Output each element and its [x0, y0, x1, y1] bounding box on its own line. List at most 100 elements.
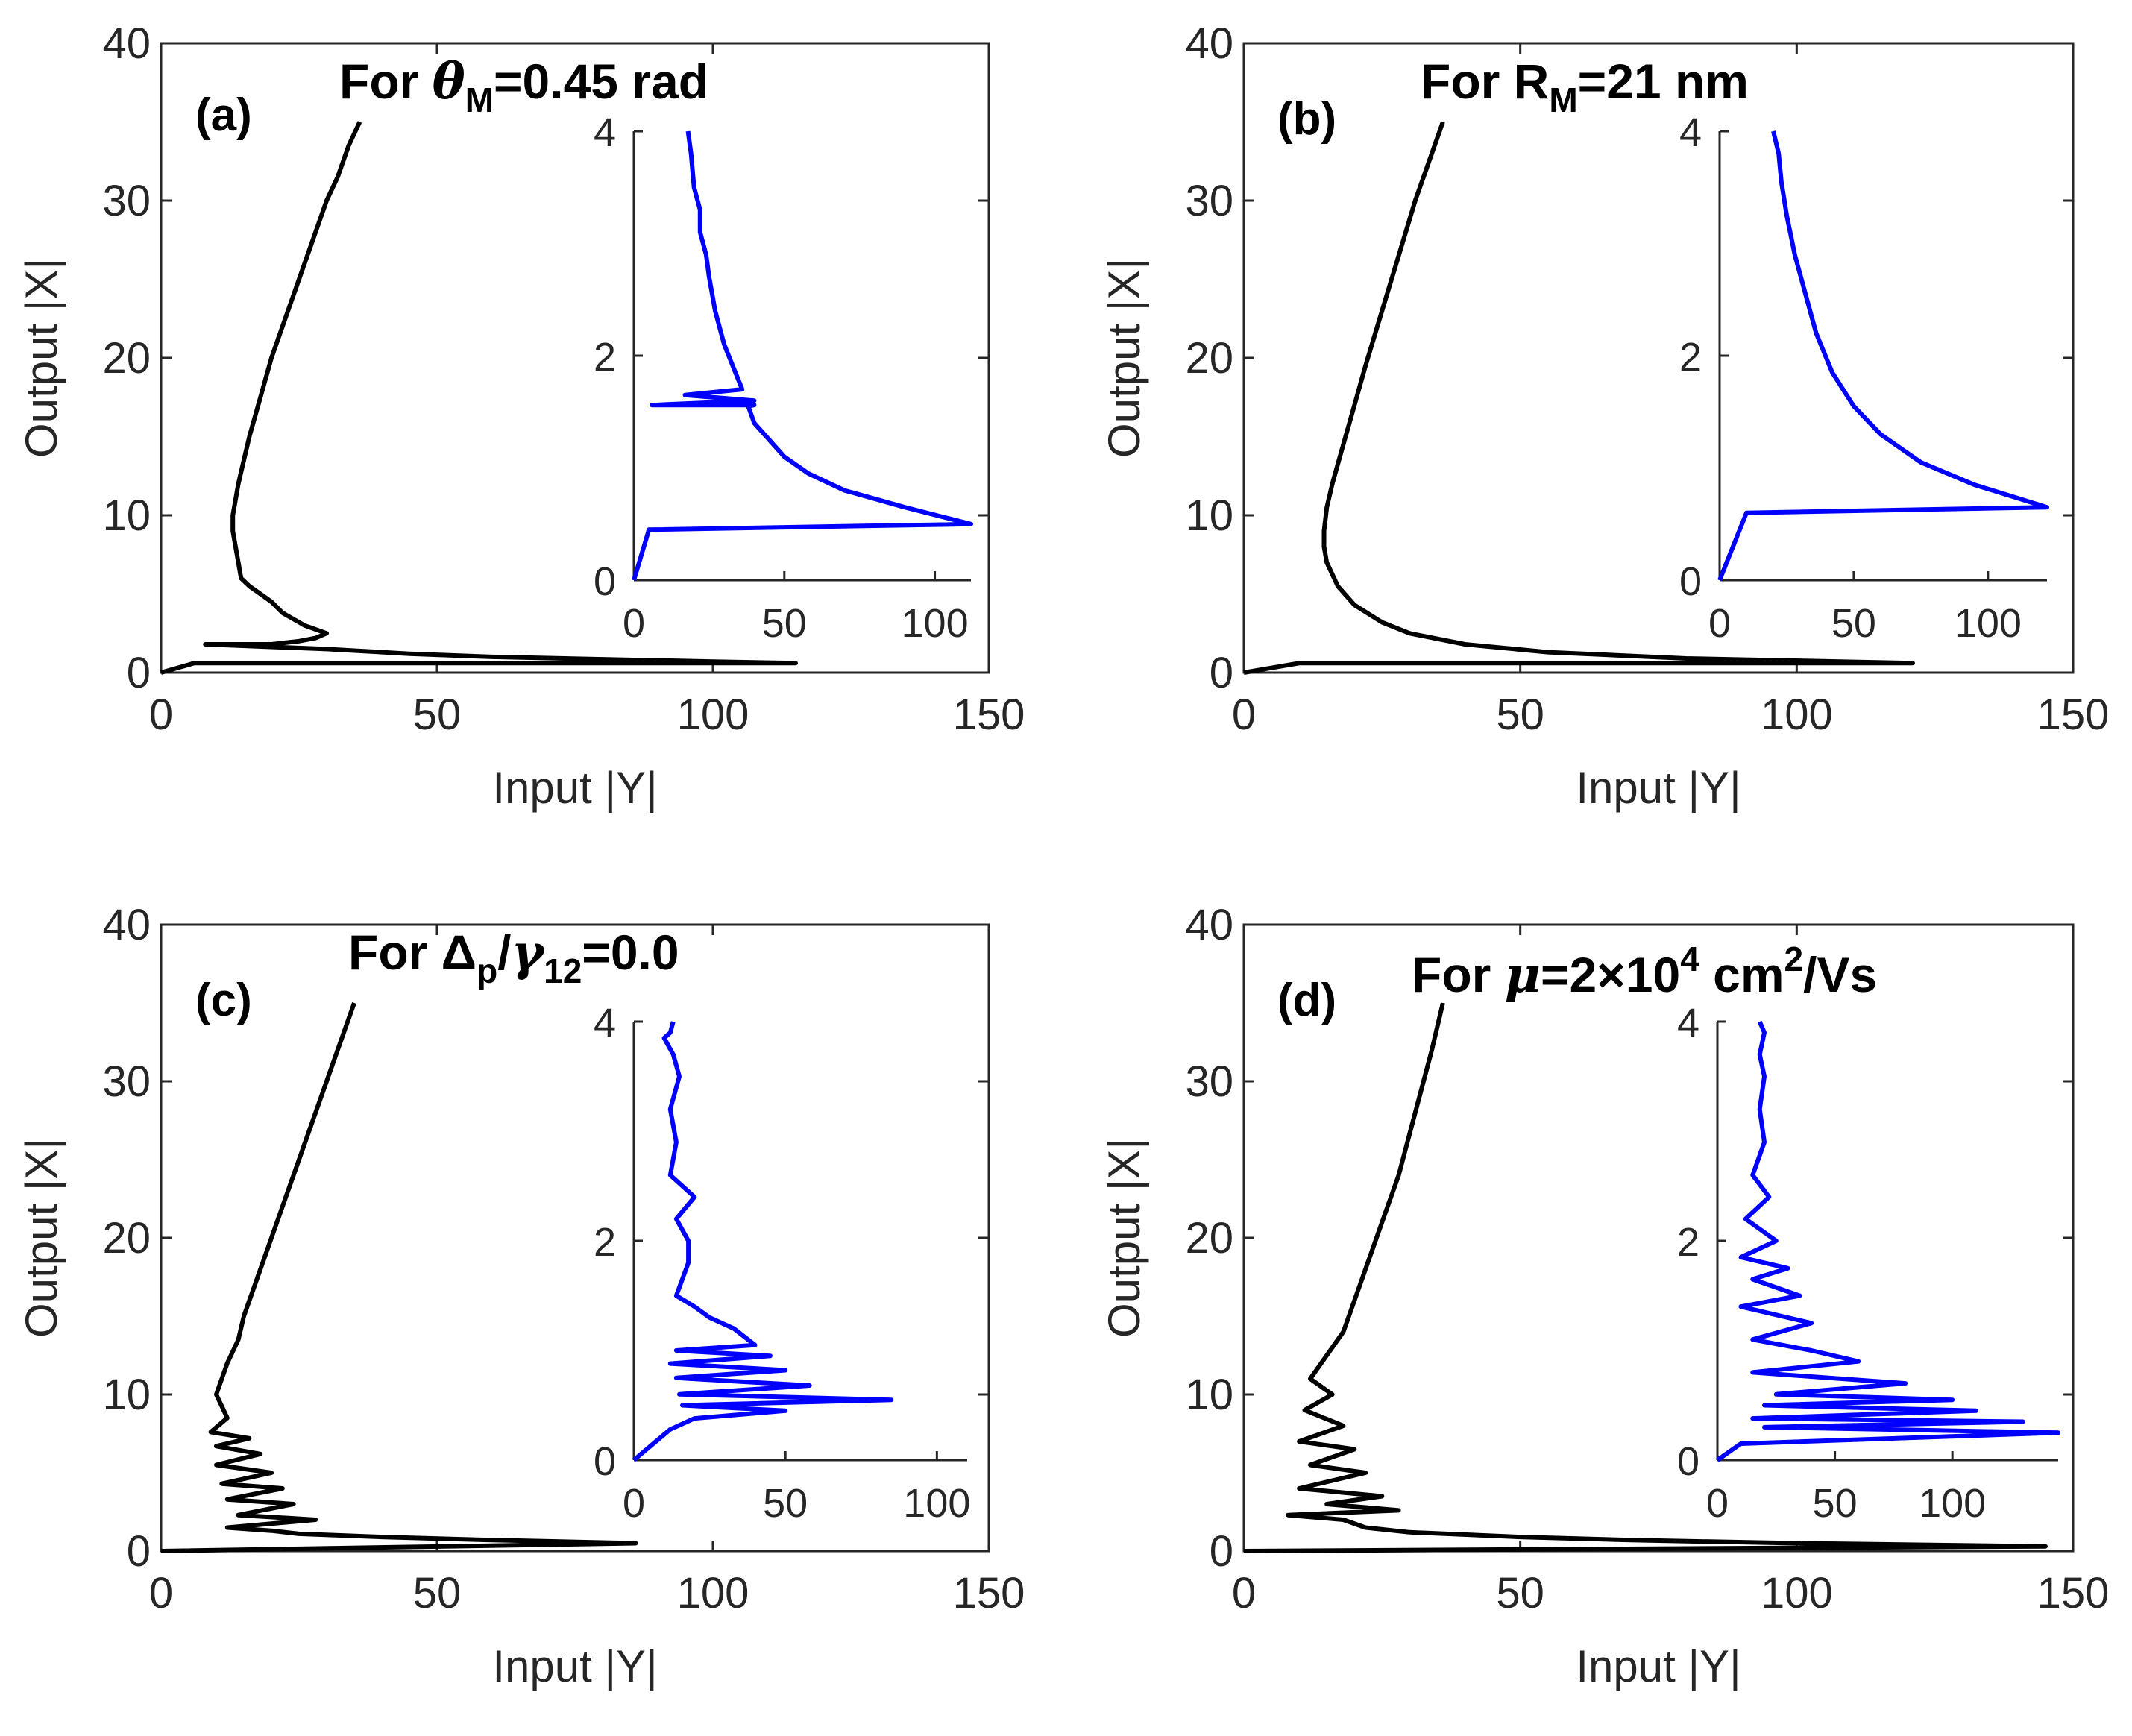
x-tick-label: 50: [1496, 1569, 1544, 1617]
inset-x-tick-label: 50: [762, 601, 807, 646]
y-axis-label: Output |X|: [16, 258, 66, 458]
inset-x-tick-label: 0: [623, 1481, 645, 1526]
inset-plot: 0 50 100 0 2 4: [1677, 1001, 2060, 1526]
inset-series-line: [632, 1021, 894, 1462]
title-part: 2: [1784, 940, 1804, 978]
inset-series-line: [632, 130, 973, 581]
y-tick-label: 0: [1210, 1527, 1233, 1576]
y-tick-label: 40: [1185, 901, 1233, 949]
y-tick-label: 0: [1210, 649, 1233, 697]
y-tick-label: 30: [1185, 177, 1233, 225]
inset-y-tick-label: 4: [1679, 110, 1702, 155]
x-tick-label: 50: [1496, 691, 1544, 739]
title-part: 4: [1680, 940, 1699, 978]
title-part: γ: [512, 923, 547, 981]
y-tick-label: 10: [102, 1371, 151, 1419]
title-part: /Vs: [1803, 947, 1877, 1002]
y-axis-label: Output |X|: [1099, 258, 1149, 458]
inset-x-tick-label: 100: [1955, 601, 2022, 646]
y-tick-label: 0: [127, 1527, 151, 1576]
title-part: 12: [544, 952, 582, 990]
inset-x-tick-label: 0: [623, 601, 645, 646]
axes-box: [160, 923, 990, 1553]
y-tick-label: 40: [102, 901, 151, 949]
y-tick-label: 10: [1185, 1371, 1233, 1419]
inset-y-tick-label: 4: [1677, 1001, 1699, 1045]
y-tick-label: 30: [102, 1057, 151, 1106]
x-tick-label: 50: [413, 691, 462, 739]
panel-title: For Δp/γ12=0.0: [348, 923, 679, 990]
x-axis-label: Input |Y|: [1576, 763, 1740, 813]
x-tick-label: 150: [953, 1569, 1025, 1617]
title-part: =2×10: [1541, 947, 1680, 1002]
panel-title: For RM=21 nm: [1421, 54, 1749, 119]
title-part: For: [1412, 947, 1505, 1002]
inset-x-tick-label: 0: [1708, 601, 1731, 646]
title-part: p: [477, 952, 497, 990]
x-axis-label: Input |Y|: [492, 1641, 657, 1691]
inset-y-tick-label: 0: [594, 1439, 616, 1484]
y-tick-label: 20: [102, 334, 151, 383]
inset-y-tick-label: 4: [594, 110, 616, 155]
main-series-line: [160, 121, 798, 675]
title-part: For: [339, 54, 433, 109]
x-axis-label: Input |Y|: [492, 763, 657, 813]
y-axis-label: Output |X|: [16, 1138, 66, 1338]
y-axis-label: Output |X|: [1099, 1138, 1149, 1338]
inset-x-tick-label: 100: [1919, 1481, 1986, 1526]
title-part: M: [465, 81, 494, 119]
inset-series-line: [1717, 130, 2049, 582]
x-tick-label: 0: [149, 1569, 173, 1617]
panel-label: (d): [1277, 975, 1336, 1026]
y-tick-label: 10: [1185, 491, 1233, 540]
x-tick-label: 0: [1232, 691, 1256, 739]
title-part: /: [497, 925, 511, 980]
x-tick-label: 150: [2037, 1569, 2110, 1617]
y-tick-label: 20: [1185, 1214, 1233, 1262]
title-part: For R: [1421, 54, 1549, 109]
x-axis-label: Input |Y|: [1576, 1641, 1740, 1691]
inset-x-tick-label: 100: [903, 1481, 970, 1526]
panel-title: For μ=2×104 cm2/Vs: [1412, 940, 1877, 1004]
main-series-line: [1243, 1002, 2048, 1553]
inset-y-tick-label: 2: [594, 1220, 616, 1265]
title-part: M: [1549, 81, 1577, 119]
x-tick-label: 150: [2037, 691, 2110, 739]
y-tick-label: 40: [1185, 19, 1233, 68]
x-tick-label: 100: [1761, 691, 1833, 739]
inset-y-tick-label: 0: [1679, 559, 1702, 604]
y-tick-label: 10: [102, 491, 151, 540]
panel-title: For θM=0.45 rad: [339, 52, 708, 119]
x-tick-label: 0: [1232, 1569, 1256, 1617]
main-series-line: [1243, 121, 1915, 675]
title-part: =0.0: [582, 925, 679, 980]
inset-plot: 0 50 100 0 2 4: [594, 110, 973, 646]
inset-x-tick-label: 100: [902, 601, 969, 646]
axes-box: [1242, 923, 2075, 1553]
inset-y-tick-label: 2: [594, 335, 616, 380]
x-tick-label: 100: [677, 1569, 749, 1617]
y-tick-label: 30: [102, 177, 151, 225]
panel-label: (a): [195, 89, 252, 141]
axes-box: [160, 42, 990, 674]
inset-y-tick-label: 0: [1677, 1439, 1699, 1484]
title-part: =0.45 rad: [494, 54, 708, 109]
y-tick-label: 0: [127, 649, 151, 697]
inset-x-tick-label: 0: [1706, 1481, 1729, 1526]
x-tick-label: 150: [953, 691, 1025, 739]
inset-y-tick-label: 2: [1677, 1220, 1699, 1265]
y-tick-label: 20: [1185, 334, 1233, 383]
title-part: =21 nm: [1578, 54, 1749, 109]
main-series-line: [160, 1002, 638, 1553]
inset-plot: 0 50 100 0 2 4: [594, 1001, 970, 1526]
y-tick-label: 30: [1185, 1057, 1233, 1106]
y-tick-label: 40: [102, 19, 151, 68]
inset-x-tick-label: 50: [1813, 1481, 1858, 1526]
title-part: cm: [1699, 947, 1784, 1002]
title-part: For Δ: [348, 925, 477, 980]
title-part: θ: [433, 52, 465, 110]
inset-y-tick-label: 0: [594, 559, 616, 604]
